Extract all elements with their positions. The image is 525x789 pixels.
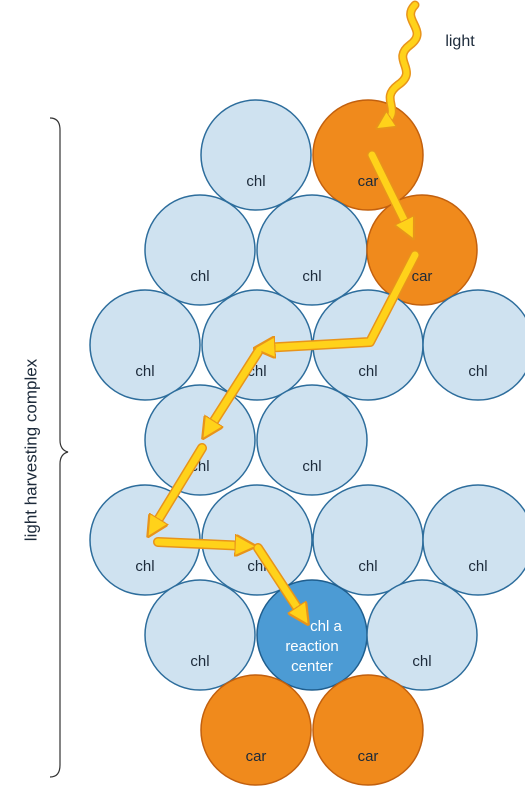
node-label: chl <box>190 653 209 670</box>
node-label: car <box>358 748 379 765</box>
side-label: light harvesting complex <box>21 358 40 541</box>
node-label: chl <box>246 173 265 190</box>
node <box>200 674 312 786</box>
node-label: chl <box>412 653 431 670</box>
node-label: car <box>412 268 433 285</box>
light-label: light <box>445 33 475 50</box>
node <box>144 194 256 306</box>
node <box>256 384 368 496</box>
node-label: car <box>246 748 267 765</box>
node-label: chl <box>135 558 154 575</box>
node-label: chl <box>358 363 377 380</box>
bracket <box>49 117 69 778</box>
node <box>366 579 478 691</box>
node <box>89 289 201 401</box>
node-label: car <box>358 173 379 190</box>
energy-path <box>152 150 420 618</box>
node-label: chl <box>302 458 321 475</box>
node-label: chl <box>468 558 487 575</box>
node-label: chl <box>302 268 321 285</box>
circles: chl car chl chl car chl chl chl chl chl chl chl chl c… <box>89 99 525 786</box>
node <box>144 579 256 691</box>
node-label: chl <box>468 363 487 380</box>
light-wave <box>382 2 420 125</box>
node-label: chl <box>135 363 154 380</box>
node <box>422 484 525 596</box>
node <box>312 674 424 786</box>
node-label: chl <box>358 558 377 575</box>
node <box>312 484 424 596</box>
node-label: reaction <box>285 638 338 655</box>
node <box>200 99 312 211</box>
node <box>422 289 525 401</box>
node-label: chl <box>190 268 209 285</box>
node-label: chl a <box>310 618 342 635</box>
node <box>144 384 256 496</box>
node <box>366 194 478 306</box>
node-label: center <box>291 658 333 675</box>
node <box>256 194 368 306</box>
